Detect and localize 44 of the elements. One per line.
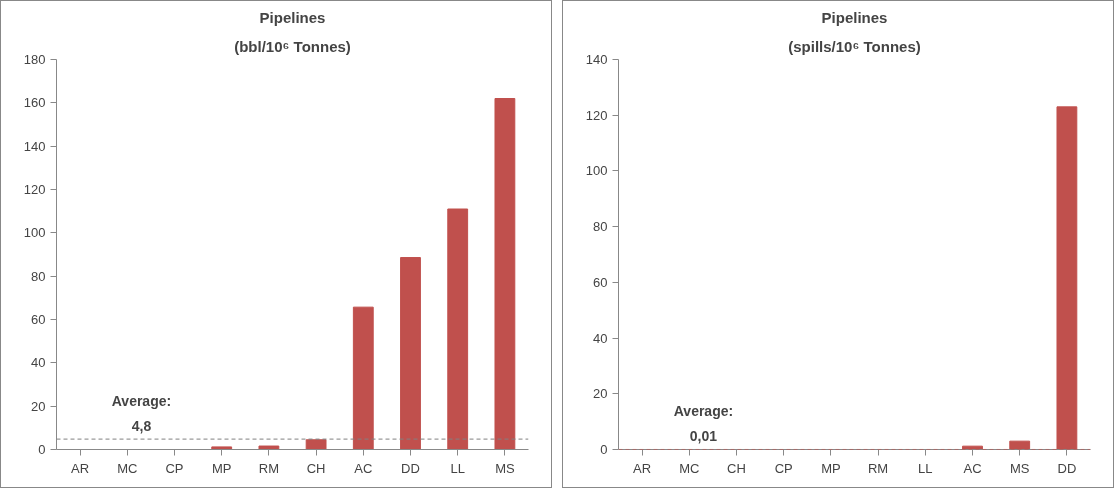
x-tick-label: MC xyxy=(679,460,700,476)
y-tick-label: 80 xyxy=(31,268,46,284)
y-tick-label: 20 xyxy=(31,398,46,414)
x-tick-label: MS xyxy=(495,460,515,476)
ref-line-label: Average: 0,01 xyxy=(673,403,734,445)
x-tick-label: RM xyxy=(258,460,280,476)
x-tick-label: CH xyxy=(727,460,746,476)
y-tick-label: 140 xyxy=(23,138,46,154)
x-tick-label: AR xyxy=(71,460,90,476)
x-tick-label: MS xyxy=(1009,460,1030,476)
y-tick-label: 140 xyxy=(585,52,608,67)
chart-subtitle: (bbl/10⁶ Tonnes) xyxy=(234,37,351,55)
y-tick-label: 160 xyxy=(23,95,46,111)
y-tick-label: 60 xyxy=(31,312,46,327)
x-tick-label: CH xyxy=(306,460,326,476)
x-tick-label: AR xyxy=(633,460,652,476)
x-tick-label: DD xyxy=(1057,460,1077,476)
y-tick-label: 40 xyxy=(593,330,608,346)
chart-title: Pipelines xyxy=(259,8,326,26)
y-tick-label: 60 xyxy=(593,274,608,290)
chart-subtitle: (spills/10⁶ Tonnes) xyxy=(788,37,921,55)
x-tick-label: RM xyxy=(867,460,889,476)
y-tick-label: 120 xyxy=(23,182,46,197)
x-tick-label: AC xyxy=(963,460,982,476)
y-tick-label: 100 xyxy=(585,163,608,179)
x-tick-label: DD xyxy=(401,460,420,476)
y-tick-label: 40 xyxy=(31,355,46,371)
x-tick-label: LL xyxy=(450,460,465,476)
x-tick-label: CP xyxy=(774,460,793,476)
y-tick-label: 100 xyxy=(23,225,46,241)
x-tick-label: LL xyxy=(918,460,933,476)
x-tick-label: MC xyxy=(117,460,138,476)
y-tick-label: 0 xyxy=(600,442,608,457)
x-tick-label: AC xyxy=(354,460,373,476)
y-tick-label: 80 xyxy=(593,219,608,235)
y-tick-label: 120 xyxy=(585,107,608,123)
x-tick-label: MP xyxy=(211,460,232,476)
x-tick-label: MP xyxy=(821,460,841,476)
y-tick-label: 180 xyxy=(23,52,46,67)
x-tick-label: CP xyxy=(165,460,184,476)
y-tick-label: 20 xyxy=(593,386,608,402)
ref-line-label: Average: 4,8 xyxy=(111,393,172,435)
chart-title: Pipelines xyxy=(821,8,888,26)
y-tick-label: 0 xyxy=(38,442,46,457)
